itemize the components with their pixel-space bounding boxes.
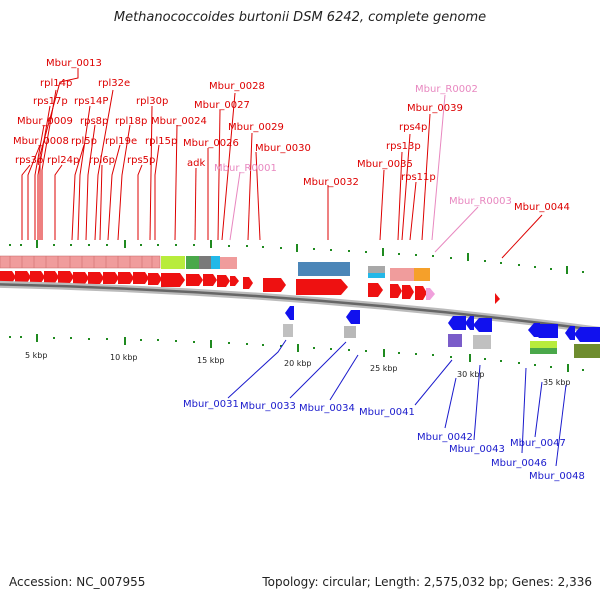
rna-label: Mbur_R0001	[214, 163, 277, 174]
gene-label: Mbur_0034	[299, 403, 355, 414]
gene-label: Mbur_0044	[514, 202, 570, 213]
scale-label: 15 kbp	[197, 356, 225, 365]
gene-label: Mbur_0041	[359, 407, 415, 418]
forward-labels: Mbur_0013 rpl14p rps17p rpl32e rps14P Mb…	[13, 58, 570, 213]
upper-ticks	[9, 240, 584, 274]
rna-leader-lines	[229, 94, 479, 253]
reverse-labels: Mbur_0031 Mbur_0033 Mbur_0034 Mbur_0041 …	[183, 399, 585, 482]
gene-label: Mbur_0032	[303, 177, 359, 188]
scale-label: 20 kbp	[284, 359, 312, 368]
gene-label: rps13p	[386, 141, 421, 152]
forward-leader-lines	[21, 68, 543, 259]
gene-label: Mbur_0009	[17, 116, 73, 127]
gene-label: Mbur_0029	[228, 122, 284, 133]
gene-label: Mbur_0030	[255, 143, 311, 154]
gene-label: Mbur_0024	[151, 116, 207, 127]
forward-cog-boxes	[0, 255, 430, 281]
scale-label: 5 kbp	[25, 351, 47, 360]
rna-labels: Mbur_R0001 Mbur_R0002 Mbur_R0003	[214, 84, 512, 207]
gene-label: Mbur_0042	[417, 432, 473, 443]
gene-label: Mbur_0046	[491, 458, 547, 469]
gene-label: rps17p	[33, 96, 68, 107]
scale-label: 30 kbp	[457, 370, 485, 379]
gene-label: rpl19e	[105, 136, 137, 147]
backbone-ring-core	[0, 283, 600, 332]
rna-label: Mbur_R0002	[415, 84, 478, 95]
lower-ticks	[9, 334, 584, 372]
gene-label: Mbur_0008	[13, 136, 69, 147]
reverse-gene-arrows	[285, 306, 600, 342]
gene-label: Mbur_0048	[529, 471, 585, 482]
gene-label: Mbur_0026	[183, 138, 239, 149]
gene-label: rpl6p	[89, 155, 115, 166]
genome-summary-text: Topology: circular; Length: 2,575,032 bp…	[262, 575, 592, 589]
gene-label: adk	[187, 158, 205, 169]
gene-label: rpl14p	[40, 78, 72, 89]
gene-label: Mbur_0027	[194, 100, 250, 111]
reverse-cog-boxes	[283, 324, 600, 358]
gene-label: rps3p	[15, 155, 43, 166]
scale-label: 35 kbp	[543, 378, 571, 387]
gene-label: rpl18p	[115, 116, 147, 127]
genome-title: Methanococcoides burtonii DSM 6242, comp…	[113, 10, 487, 25]
gene-label: Mbur_0031	[183, 399, 239, 410]
scale-label: 10 kbp	[110, 353, 138, 362]
rna-gene-arrow	[426, 288, 435, 300]
gene-label: Mbur_0039	[407, 103, 463, 114]
gene-label: rps8p	[80, 116, 108, 127]
gene-label: rpl32e	[98, 78, 130, 89]
gene-label: rps11p	[401, 172, 436, 183]
scale-label: 25 kbp	[370, 364, 398, 373]
gene-label: Mbur_0043	[449, 444, 505, 455]
reverse-leader-lines	[227, 339, 567, 467]
accession-text: Accession: NC_007955	[9, 575, 146, 589]
gene-label: Mbur_0033	[240, 401, 296, 412]
gene-label: Mbur_0013	[46, 58, 102, 69]
gene-label: rps4p	[399, 122, 427, 133]
gene-label: rpl15p	[145, 136, 177, 147]
gene-label: Mbur_0028	[209, 81, 265, 92]
gene-label: rps14P	[74, 96, 108, 107]
gene-label: rpl5p	[71, 136, 97, 147]
gene-label: rps5p	[127, 155, 155, 166]
gene-label: Mbur_0047	[510, 438, 566, 449]
gene-label: rpl24p	[47, 155, 79, 166]
gene-label: Mbur_0035	[357, 159, 413, 170]
gene-label: rpl30p	[136, 96, 168, 107]
rna-label: Mbur_R0003	[449, 196, 512, 207]
forward-gene-arrows	[0, 271, 500, 304]
scale-labels: 5 kbp 10 kbp 15 kbp 20 kbp 25 kbp 30 kbp…	[25, 351, 571, 387]
